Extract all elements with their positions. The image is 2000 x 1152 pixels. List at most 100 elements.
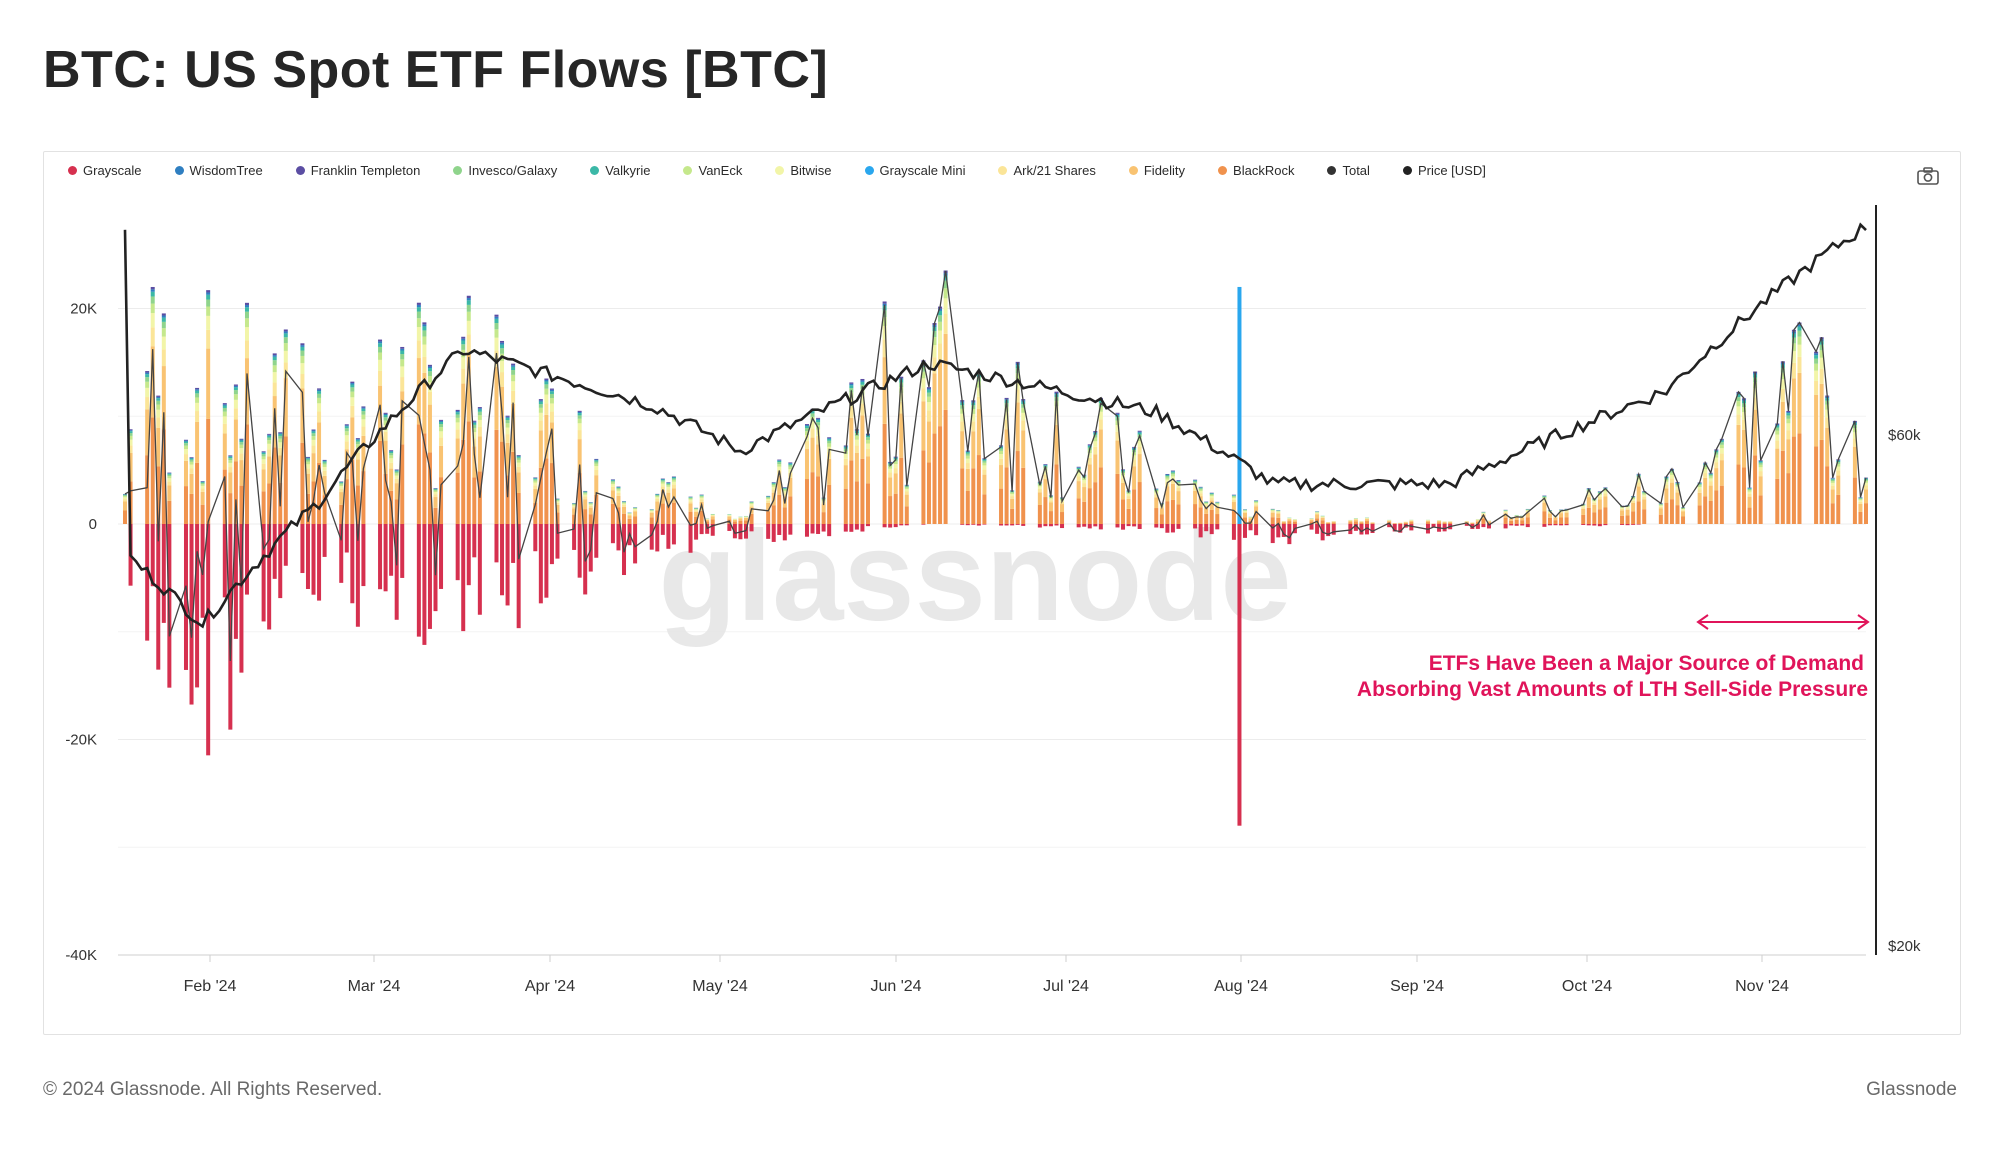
bar-inflow xyxy=(1076,467,1081,470)
bar-inflow xyxy=(1697,484,1702,486)
bar-inflow xyxy=(965,453,970,456)
legend-item-price-usd-[interactable]: Price [USD] xyxy=(1402,163,1486,178)
bar-inflow xyxy=(1636,477,1641,480)
bar-inflow xyxy=(1121,482,1126,500)
legend-item-wisdomtree[interactable]: WisdomTree xyxy=(174,163,263,178)
bar-grayscale xyxy=(344,524,349,553)
bar-inflow xyxy=(804,449,809,480)
legend-item-invesco-galaxy[interactable]: Invesco/Galaxy xyxy=(453,163,557,178)
bar-grayscale xyxy=(921,524,926,525)
bar-inflow xyxy=(317,403,322,412)
bar-inflow xyxy=(1553,520,1558,524)
bar-inflow xyxy=(577,415,582,419)
bar-inflow xyxy=(788,496,793,524)
bar-inflow xyxy=(938,321,943,331)
bar-inflow xyxy=(145,372,150,375)
bar-inflow xyxy=(439,445,444,478)
bar-grayscale xyxy=(500,524,505,596)
bar-inflow xyxy=(1270,510,1275,512)
bar-inflow xyxy=(1370,522,1375,524)
bar-inflow xyxy=(472,432,477,439)
bar-inflow xyxy=(616,495,621,508)
legend-item-franklin-templeton[interactable]: Franklin Templeton xyxy=(295,163,420,178)
bar-inflow xyxy=(1681,508,1686,510)
bar-inflow xyxy=(128,439,133,446)
bar-inflow xyxy=(322,466,327,471)
bar-inflow xyxy=(583,499,588,510)
bar-inflow xyxy=(583,493,588,495)
bar-inflow xyxy=(583,492,588,494)
bar-inflow xyxy=(466,304,471,312)
bar-inflow xyxy=(1403,522,1408,524)
bar-inflow xyxy=(150,346,155,418)
bar-inflow xyxy=(311,430,316,432)
legend-item-vaneck[interactable]: VanEck xyxy=(683,163,742,178)
bar-grayscale xyxy=(655,524,660,552)
bar-inflow xyxy=(1631,497,1636,500)
legend-item-total[interactable]: Total xyxy=(1327,163,1370,178)
bar-inflow xyxy=(965,452,970,454)
bar-inflow xyxy=(305,459,310,462)
bar-inflow xyxy=(505,434,510,443)
bar-inflow xyxy=(161,317,166,322)
legend-item-blackrock[interactable]: BlackRock xyxy=(1218,163,1294,178)
bar-inflow xyxy=(804,479,809,524)
camera-icon[interactable] xyxy=(1917,167,1939,185)
bar-inflow xyxy=(1852,446,1857,478)
legend-item-grayscale-mini[interactable]: Grayscale Mini xyxy=(864,163,965,178)
bar-grayscale xyxy=(244,524,249,595)
bar-inflow xyxy=(1797,356,1802,373)
bar-inflow xyxy=(1669,471,1674,473)
bar-inflow xyxy=(1115,425,1120,432)
bar-inflow xyxy=(1326,522,1331,524)
legend-item-bitwise[interactable]: Bitwise xyxy=(775,163,832,178)
bar-grayscale xyxy=(1254,524,1259,536)
bar-inflow xyxy=(156,395,161,397)
bar-inflow xyxy=(1154,494,1159,498)
bar-inflow xyxy=(244,311,249,319)
bar-inflow xyxy=(416,307,421,312)
bar-inflow xyxy=(1231,497,1236,500)
bar-inflow xyxy=(1858,499,1863,501)
bar-inflow xyxy=(1620,507,1625,508)
bar-inflow xyxy=(400,377,405,392)
bar-inflow xyxy=(511,366,516,371)
bar-inflow xyxy=(1209,498,1214,501)
bar-inflow xyxy=(827,437,832,439)
legend-item-fidelity[interactable]: Fidelity xyxy=(1128,163,1185,178)
bar-inflow xyxy=(339,504,344,524)
bar-inflow xyxy=(1115,473,1120,524)
bar-inflow xyxy=(278,432,283,434)
bar-inflow xyxy=(123,494,127,496)
bar-inflow xyxy=(350,387,355,392)
bar-inflow xyxy=(1797,330,1802,337)
bar-inflow xyxy=(1514,519,1519,524)
bar-inflow xyxy=(1736,397,1741,402)
bar-inflow xyxy=(1753,409,1758,456)
bar-inflow xyxy=(156,417,161,428)
bar-inflow xyxy=(1714,490,1719,524)
legend-label: Bitwise xyxy=(790,163,832,178)
bar-inflow xyxy=(389,451,394,454)
bar-inflow xyxy=(904,487,909,490)
bar-inflow xyxy=(300,346,305,351)
bar-inflow xyxy=(461,439,466,524)
bar-inflow xyxy=(1204,502,1209,504)
bar-inflow xyxy=(1320,516,1325,518)
bar-inflow xyxy=(505,427,510,435)
legend-item-valkyrie[interactable]: Valkyrie xyxy=(590,163,650,178)
bar-inflow xyxy=(500,361,505,373)
bar-inflow xyxy=(732,521,737,524)
bar-inflow xyxy=(926,402,931,411)
legend-item-ark-21-shares[interactable]: Ark/21 Shares xyxy=(998,163,1096,178)
bar-inflow xyxy=(400,350,405,355)
bar-inflow xyxy=(1830,481,1835,483)
bar-inflow xyxy=(228,455,233,457)
bar-inflow xyxy=(206,315,211,330)
legend-dot xyxy=(453,166,463,175)
bar-inflow xyxy=(1592,512,1597,524)
bar-inflow xyxy=(633,510,638,512)
bar-inflow xyxy=(1082,480,1087,484)
legend-item-grayscale[interactable]: Grayscale xyxy=(68,163,142,178)
bar-inflow xyxy=(1309,521,1314,524)
